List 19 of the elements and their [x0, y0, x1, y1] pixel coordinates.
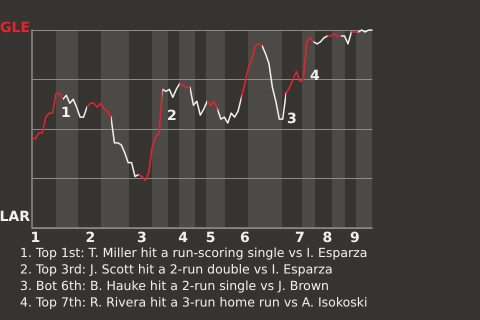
x-tick-label: 8 [322, 230, 332, 246]
x-tick-label: 4 [178, 230, 188, 246]
x-tick-label: 3 [137, 230, 147, 246]
text: 3. Bot 6th: B. Hauke hit a 2-run single vs J. Brown [20, 278, 329, 293]
annotation: 2 [167, 108, 177, 124]
x-tick-label: 2 [86, 230, 96, 246]
text: LAR [0, 209, 30, 225]
x-tick-label: 1 [30, 230, 40, 246]
annotation: 1 [61, 105, 71, 121]
x-tick-label: 5 [206, 230, 216, 246]
text: 2. Top 3rd: J. Scott hit a 2-run double vs I. Esparza [20, 262, 333, 276]
annotation: 4 [310, 68, 320, 84]
x-tick-label: 7 [295, 230, 305, 246]
text: GLE [0, 20, 30, 36]
text: 1. Top 1st: T. Miller hit a run-scoring single vs I. Esparza [20, 245, 368, 260]
text: 4. Top 7th: R. Rivera hit a 3-run home run vs A. Isokoski [20, 294, 368, 310]
x-tick-label: 9 [350, 230, 360, 246]
annotation: 3 [287, 111, 297, 127]
x-tick-label: 6 [240, 230, 250, 246]
